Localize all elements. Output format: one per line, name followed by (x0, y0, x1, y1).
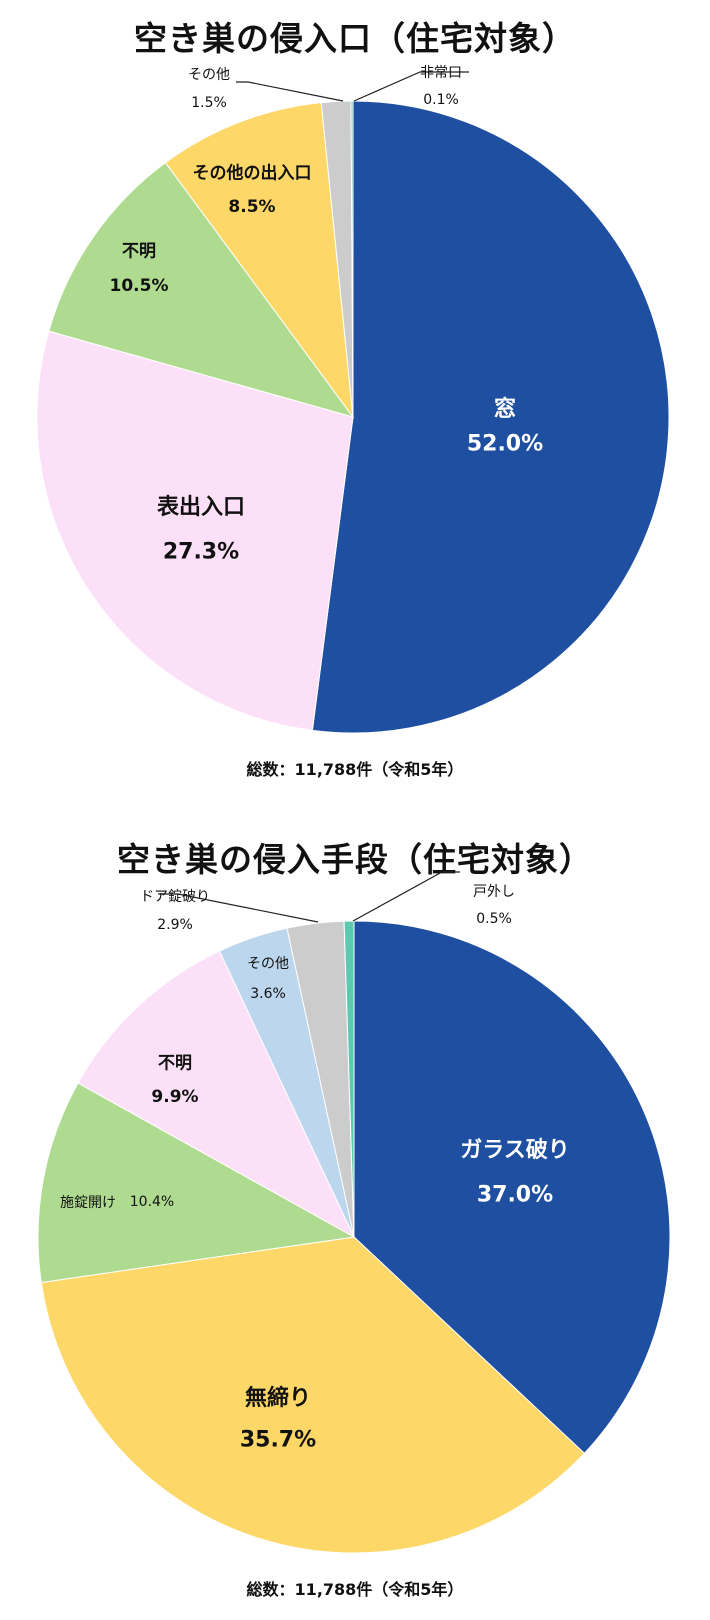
pie-slice (37, 1082, 356, 1284)
leader-line (353, 71, 469, 102)
slice-label: その他 (247, 956, 289, 972)
slice-label: ガラス破り (460, 1138, 570, 1163)
leader-line (352, 871, 460, 922)
slice-label: 施錠開け (60, 1195, 116, 1211)
slice-label: 不明 (122, 241, 156, 262)
chart2-title: 空き巣の侵入手段（住宅対象） (117, 840, 593, 879)
slice-value: 1.5% (191, 95, 227, 111)
pie-slice (40, 1236, 586, 1554)
pie-slice (311, 100, 670, 734)
pie-slice (350, 100, 354, 418)
slice-value: 52.0% (466, 431, 544, 457)
slice-value: 27.3% (162, 539, 240, 565)
slice-label: その他の出入口 (192, 163, 312, 184)
slice-label: 無締り (244, 1386, 312, 1411)
slice-value: 8.5% (228, 197, 276, 217)
pie-slice (77, 950, 356, 1239)
slice-label: 戸外し (473, 884, 515, 900)
slice-label: 非常口 (420, 65, 462, 81)
chart1-title: 空き巣の侵入口（住宅対象） (134, 19, 576, 58)
slice-label: ドア錠破り (140, 889, 210, 905)
slice-value: 37.0% (476, 1182, 554, 1208)
chart1-footnote: 総数：11,788件（令和5年） (246, 760, 464, 779)
slice-label: 不明 (158, 1053, 192, 1074)
slice-label: 窓 (493, 397, 517, 422)
pie-slice (164, 102, 354, 419)
pie-slice (36, 330, 354, 731)
slice-value: 0.1% (423, 92, 459, 108)
leader-line (158, 893, 319, 923)
leader-line (236, 81, 344, 102)
slice-value: 3.6% (250, 986, 286, 1002)
slice-label: 表出入口 (156, 495, 246, 520)
slice-value: 35.7% (239, 1427, 317, 1453)
slice-label: その他 (188, 67, 230, 83)
chart1-pie (36, 71, 670, 734)
slice-value: 9.9% (151, 1087, 199, 1107)
chart2-footnote: 総数：11,788件（令和5年） (246, 1580, 464, 1599)
chart2-pie (37, 871, 671, 1554)
slice-value: 10.5% (109, 276, 169, 296)
slice-value: 2.9% (157, 917, 193, 933)
pie-slice (48, 161, 355, 418)
slice-value: 0.5% (476, 911, 512, 927)
slice-value: 10.4% (129, 1194, 175, 1210)
pie-slice (353, 920, 671, 1455)
